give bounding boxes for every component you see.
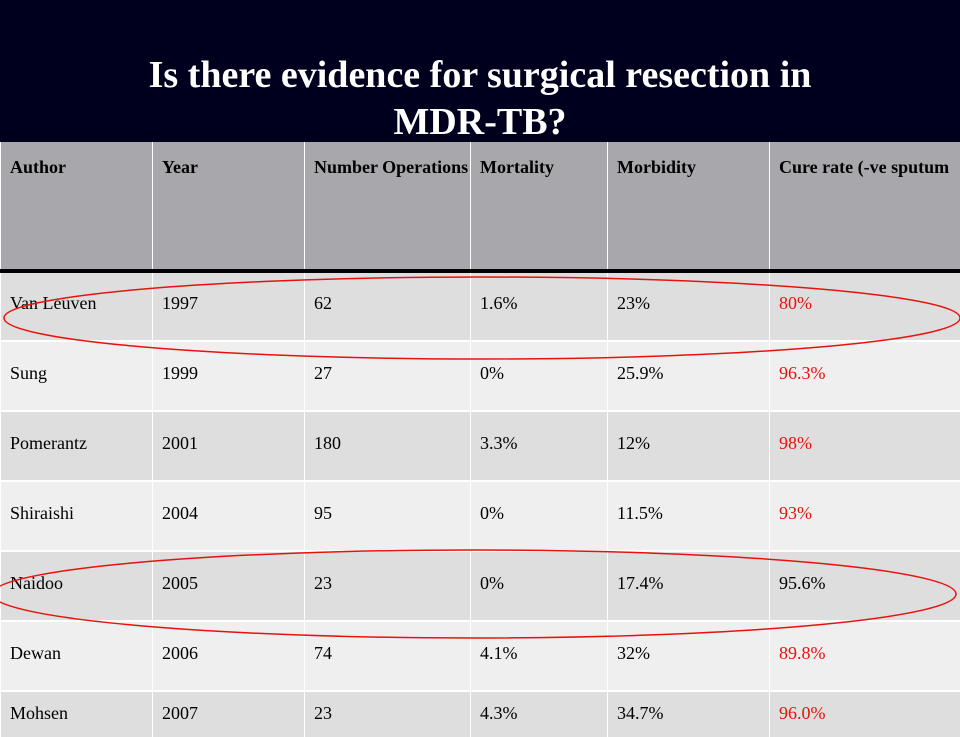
- cell-year: 1997: [153, 271, 305, 341]
- evidence-table: Author Year Number Operations Mortality …: [0, 142, 960, 737]
- cell-year: 2007: [153, 691, 305, 737]
- title-banner: Is there evidence for surgical resection…: [0, 0, 960, 142]
- table-row: Pomerantz 2001 180 3.3% 12% 98%: [1, 411, 960, 481]
- slide-title-line-2: MDR-TB?: [0, 99, 960, 146]
- cell-year: 2005: [153, 551, 305, 621]
- cell-morbidity: 23%: [608, 271, 770, 341]
- cell-mortality: 4.3%: [471, 691, 608, 737]
- cell-mortality: 0%: [471, 551, 608, 621]
- cell-operations: 23: [305, 551, 471, 621]
- cell-operations: 74: [305, 621, 471, 691]
- table-row: Van Leuven 1997 62 1.6% 23% 80%: [1, 271, 960, 341]
- cell-year: 2001: [153, 411, 305, 481]
- cell-cure-rate: 80%: [770, 271, 960, 341]
- cell-morbidity: 11.5%: [608, 481, 770, 551]
- table-row: Sung 1999 27 0% 25.9% 96.3%: [1, 341, 960, 411]
- table-row: Shiraishi 2004 95 0% 11.5% 93%: [1, 481, 960, 551]
- table-header-row: Author Year Number Operations Mortality …: [1, 142, 960, 271]
- cell-author: Mohsen: [1, 691, 153, 737]
- cell-cure-rate: 96.3%: [770, 341, 960, 411]
- cell-operations: 27: [305, 341, 471, 411]
- table-row: Naidoo 2005 23 0% 17.4% 95.6%: [1, 551, 960, 621]
- cell-mortality: 3.3%: [471, 411, 608, 481]
- cell-author: Van Leuven: [1, 271, 153, 341]
- cell-operations: 62: [305, 271, 471, 341]
- column-header-author: Author: [1, 142, 153, 271]
- column-header-year: Year: [153, 142, 305, 271]
- cell-operations: 95: [305, 481, 471, 551]
- cell-mortality: 0%: [471, 341, 608, 411]
- cell-cure-rate: 95.6%: [770, 551, 960, 621]
- cell-year: 1999: [153, 341, 305, 411]
- cell-mortality: 1.6%: [471, 271, 608, 341]
- column-header-cure-rate: Cure rate (-ve sputum: [770, 142, 960, 271]
- cell-author: Dewan: [1, 621, 153, 691]
- cell-cure-rate: 96.0%: [770, 691, 960, 737]
- table-row: Mohsen 2007 23 4.3% 34.7% 96.0%: [1, 691, 960, 737]
- cell-operations: 23: [305, 691, 471, 737]
- cell-mortality: 4.1%: [471, 621, 608, 691]
- cell-morbidity: 32%: [608, 621, 770, 691]
- cell-morbidity: 25.9%: [608, 341, 770, 411]
- cell-mortality: 0%: [471, 481, 608, 551]
- cell-author: Shiraishi: [1, 481, 153, 551]
- column-header-morbidity: Morbidity: [608, 142, 770, 271]
- cell-cure-rate: 93%: [770, 481, 960, 551]
- cell-morbidity: 17.4%: [608, 551, 770, 621]
- cell-author: Pomerantz: [1, 411, 153, 481]
- cell-year: 2004: [153, 481, 305, 551]
- table-row: Dewan 2006 74 4.1% 32% 89.8%: [1, 621, 960, 691]
- cell-author: Naidoo: [1, 551, 153, 621]
- cell-morbidity: 34.7%: [608, 691, 770, 737]
- column-header-mortality: Mortality: [471, 142, 608, 271]
- cell-operations: 180: [305, 411, 471, 481]
- cell-year: 2006: [153, 621, 305, 691]
- cell-morbidity: 12%: [608, 411, 770, 481]
- column-header-number-operations: Number Operations: [305, 142, 471, 271]
- cell-cure-rate: 98%: [770, 411, 960, 481]
- slide-title: Is there evidence for surgical resection…: [0, 52, 960, 146]
- cell-cure-rate: 89.8%: [770, 621, 960, 691]
- cell-author: Sung: [1, 341, 153, 411]
- slide-title-line-1: Is there evidence for surgical resection…: [0, 52, 960, 99]
